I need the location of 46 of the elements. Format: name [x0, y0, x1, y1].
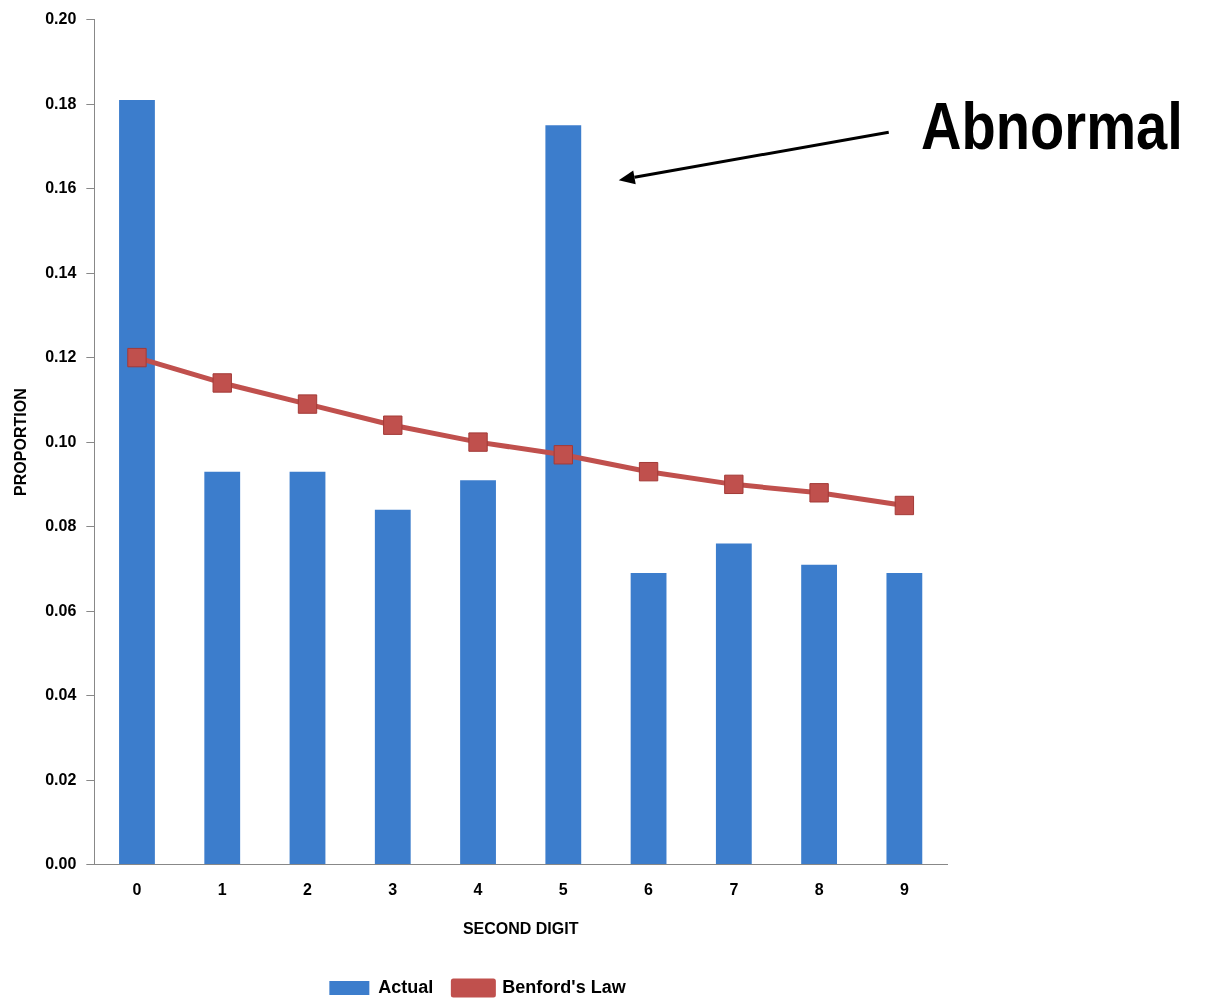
legend-label: Benford's Law — [502, 976, 627, 997]
bar — [886, 573, 923, 865]
bar — [289, 471, 326, 865]
x-tick-label: 8 — [814, 880, 824, 898]
point — [212, 373, 232, 393]
x-tick-label: 5 — [558, 880, 568, 898]
x-tick-label: 6 — [644, 880, 654, 898]
x-tick-label: 3 — [388, 880, 398, 898]
bar — [715, 543, 752, 865]
y-tick-label: 0.18 — [45, 94, 77, 112]
y-tick-label: 0.00 — [45, 855, 77, 873]
bar — [801, 564, 838, 865]
point — [724, 474, 744, 495]
y-tick-label: 0.06 — [45, 601, 77, 619]
y-tick-label: 0.12 — [45, 348, 77, 366]
bar — [374, 509, 411, 865]
y-tick-label: 0.20 — [45, 10, 77, 28]
point — [468, 432, 488, 452]
point — [127, 347, 147, 368]
bar — [460, 480, 496, 865]
annotation: Abnormal — [920, 88, 1183, 165]
bar — [545, 125, 582, 865]
x-axis-title: SECOND DIGIT — [462, 919, 579, 937]
y-tick-label: 0.16 — [45, 179, 77, 197]
y-tick-label: 0.14 — [45, 263, 77, 281]
x-tick-label: 7 — [729, 880, 739, 898]
bar — [119, 99, 155, 865]
y-tick-label: 0.04 — [45, 686, 77, 704]
x-tick-label: 2 — [303, 880, 313, 898]
point — [809, 483, 829, 503]
y-tick-label: 0.08 — [45, 517, 77, 535]
point — [383, 415, 403, 435]
y-tick-label: 0.02 — [45, 770, 77, 788]
y-tick-label: 0.10 — [45, 432, 77, 450]
x-tick-label: 1 — [217, 880, 227, 898]
point — [553, 445, 573, 465]
bar — [204, 471, 241, 865]
y-axis-title: PROPORTION — [12, 388, 30, 496]
point — [894, 495, 915, 516]
point — [638, 461, 659, 482]
legend-label: Actual — [378, 976, 434, 997]
x-tick-label: 9 — [899, 880, 909, 898]
point — [297, 394, 318, 414]
x-tick-label: 0 — [132, 880, 142, 898]
x-tick-label: 4 — [473, 880, 483, 898]
bar — [630, 573, 667, 865]
